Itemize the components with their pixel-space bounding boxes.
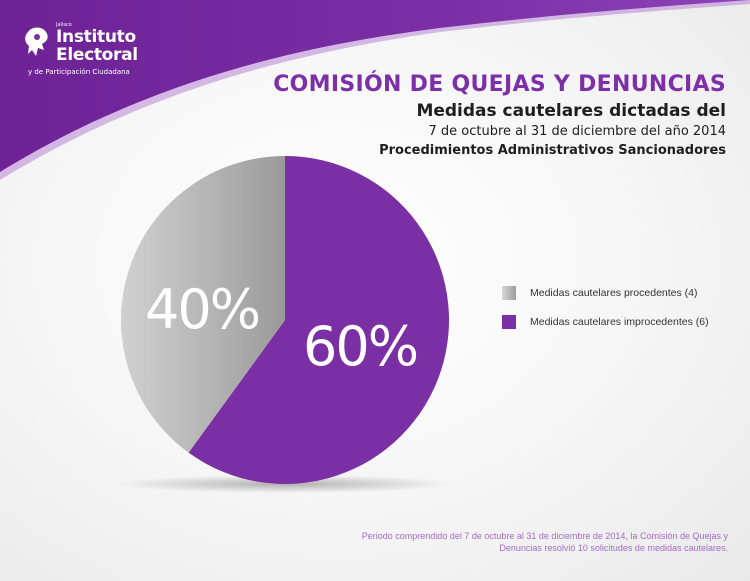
pie-shadow <box>115 475 455 493</box>
subtitle-3: Procedimientos Administrativos Sancionad… <box>379 143 726 158</box>
slice-label-procedentes: 40% <box>145 278 259 341</box>
footnote-line-1: Periodo comprendido del 7 de octubre al … <box>361 531 728 541</box>
legend-label-procedentes: Medidas cautelares procedentes (4) <box>530 287 698 299</box>
header-banner <box>0 0 750 180</box>
slice-label-improcedentes: 60% <box>303 315 417 378</box>
logo-line-3: y de Participación Ciudadana <box>28 68 130 76</box>
footnote: Periodo comprendido del 7 de octubre al … <box>348 530 728 554</box>
chart-legend: Medidas cautelares procedentes (4) Medid… <box>502 285 709 343</box>
logo-line-1: Instituto <box>56 27 136 47</box>
page-title: COMISIÓN DE QUEJAS Y DENUNCIAS <box>273 72 726 97</box>
legend-label-improcedentes: Medidas cautelares improcedentes (6) <box>530 316 709 328</box>
footnote-line-2: Denuncias resolvió 10 solicitudes de med… <box>499 543 728 553</box>
pie-slice-improcedentes <box>188 156 450 484</box>
legend-swatch-procedentes <box>502 286 516 300</box>
pie-slice-procedentes <box>121 156 285 453</box>
subtitle-1: Medidas cautelares dictadas del <box>416 101 726 121</box>
legend-item-procedentes: Medidas cautelares procedentes (4) <box>502 285 709 301</box>
logo-line-2: Electoral <box>56 45 138 65</box>
institute-logo-icon <box>25 27 48 56</box>
legend-swatch-improcedentes <box>502 315 516 329</box>
subtitle-2: 7 de octubre al 31 de diciembre del año … <box>428 124 726 139</box>
logo-tiny-text: Jalisco <box>56 22 72 28</box>
legend-item-improcedentes: Medidas cautelares improcedentes (6) <box>502 314 709 330</box>
